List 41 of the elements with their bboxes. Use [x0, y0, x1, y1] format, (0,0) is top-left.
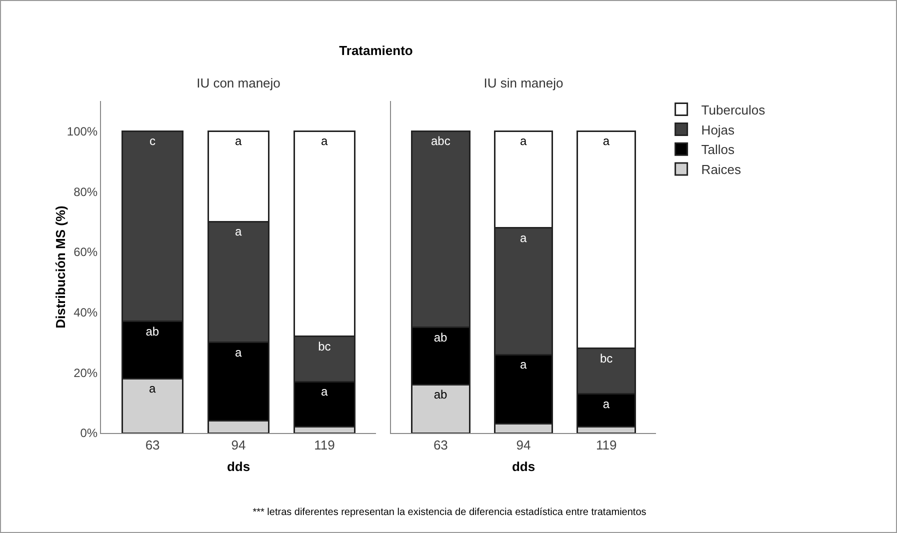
data-label: a — [320, 134, 328, 148]
y-tick-label: 60% — [74, 245, 98, 260]
data-label: a — [602, 134, 610, 148]
y-tick-label: 0% — [80, 426, 98, 440]
y-tick-label: 100% — [66, 124, 98, 138]
data-label: ab — [434, 330, 448, 344]
data-label: a — [602, 396, 610, 411]
x-tick-label: 63 — [145, 438, 160, 453]
data-label: bc — [318, 339, 331, 354]
data-label: a — [235, 134, 242, 148]
x-tick-label: 94 — [516, 438, 531, 453]
data-label: bc — [600, 351, 613, 366]
text: *** letras diferentes representan la existencia de diferencia estadística entre tratamientos — [252, 507, 648, 518]
y-axis-title: Distribución MS (%) — [53, 206, 68, 328]
chart-subtitle: IU sin manejo — [484, 76, 564, 91]
data-label: ab — [146, 324, 160, 338]
data-label: a — [320, 384, 328, 399]
x-axis-title: dds — [512, 459, 536, 474]
x-tick-label: 119 — [314, 438, 335, 453]
data-label: abc — [431, 134, 450, 148]
chart-title: Tratamiento — [338, 43, 414, 58]
data-label: a — [235, 345, 242, 360]
legend-label: Hojas — [701, 122, 736, 138]
data-label: c — [150, 134, 156, 148]
legend-label: Raices — [701, 162, 742, 178]
data-label: a — [520, 134, 527, 148]
data-label: a — [235, 224, 242, 239]
legend-label: Tallos — [701, 142, 736, 158]
legend-label: Tuberculos — [701, 102, 766, 118]
x-tick-label: 63 — [433, 438, 448, 453]
data-label: a — [520, 358, 527, 372]
data-label: ab — [434, 388, 448, 402]
y-tick-label: 20% — [74, 366, 98, 380]
x-tick-label: 94 — [231, 438, 246, 453]
x-tick-label: 119 — [596, 438, 617, 453]
data-label: a — [520, 230, 527, 245]
chart-subtitle: IU con manejo — [196, 76, 280, 91]
y-tick-label: 40% — [74, 305, 98, 320]
x-axis-title: dds — [226, 459, 250, 474]
y-tick-label: 80% — [74, 184, 98, 199]
data-label: a — [149, 382, 156, 396]
